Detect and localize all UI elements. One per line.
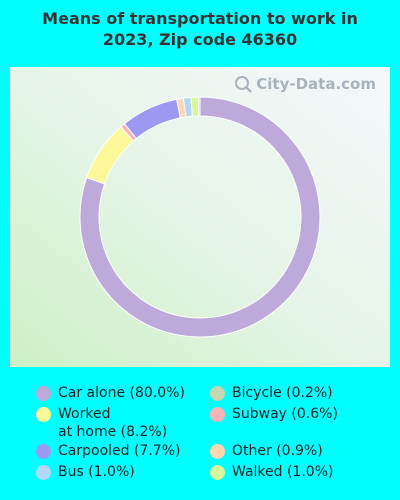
legend-label-line: at home (8.2%)	[58, 424, 168, 440]
donut-slice-0	[79, 96, 321, 338]
legend-label-line: Walked (1.0%)	[232, 464, 334, 480]
chart-title-line-2: 2023, Zip code 46360	[102, 30, 298, 49]
donut-slice-1	[86, 126, 135, 185]
legend-item: Other (0.9%)	[210, 442, 323, 460]
watermark: City-Data.com	[234, 75, 376, 93]
legend-item: Subway (0.6%)	[210, 405, 338, 423]
chart-panel: City-Data.com	[10, 67, 390, 367]
legend-item: Bicycle (0.2%)	[210, 384, 333, 402]
donut-slice-3	[123, 98, 181, 140]
legend-label: Carpooled (7.7%)	[58, 442, 180, 460]
legend-swatch	[36, 465, 51, 480]
legend-label: Walked (1.0%)	[232, 463, 333, 481]
legend-swatch	[36, 386, 51, 401]
legend-swatch	[210, 407, 225, 422]
legend-swatch	[36, 444, 51, 459]
legend-label-line: Bus (1.0%)	[58, 464, 135, 480]
legend-item: Worked at home (8.2%)	[36, 405, 167, 441]
magnifier-icon	[235, 76, 253, 93]
legend-item: Walked (1.0%)	[210, 463, 333, 481]
legend-label: Bus (1.0%)	[58, 463, 135, 481]
legend-swatch	[36, 407, 51, 422]
legend-label-line: Worked	[58, 406, 111, 422]
legend-label: Subway (0.6%)	[232, 405, 338, 423]
legend: Car alone (80.0%) Worked at home (8.2%) Car…	[0, 384, 400, 494]
chart-title: Means of transportation to work in 2023,…	[0, 8, 400, 50]
legend-label-line: Carpooled (7.7%)	[58, 443, 181, 459]
legend-item: Carpooled (7.7%)	[36, 442, 180, 460]
donut-slice-7	[197, 96, 201, 117]
legend-label: Bicycle (0.2%)	[232, 384, 333, 402]
legend-label-line: Other (0.9%)	[232, 443, 323, 459]
legend-label-line: Car alone (80.0%)	[58, 385, 185, 401]
legend-item: Car alone (80.0%)	[36, 384, 185, 402]
donut-chart	[79, 96, 321, 338]
legend-swatch	[210, 465, 225, 480]
legend-label: Car alone (80.0%)	[58, 384, 185, 402]
legend-swatch	[210, 386, 225, 401]
watermark-text: City-Data.com	[256, 75, 376, 93]
legend-label: Other (0.9%)	[232, 442, 323, 460]
donut-slice-6	[190, 96, 200, 117]
legend-label: Worked at home (8.2%)	[58, 405, 167, 441]
legend-label-line: Bicycle (0.2%)	[232, 385, 333, 401]
chart-title-line-1: Means of transportation to work in	[42, 9, 358, 28]
legend-item: Bus (1.0%)	[36, 463, 135, 481]
legend-label-line: Subway (0.6%)	[232, 406, 338, 422]
legend-swatch	[210, 444, 225, 459]
